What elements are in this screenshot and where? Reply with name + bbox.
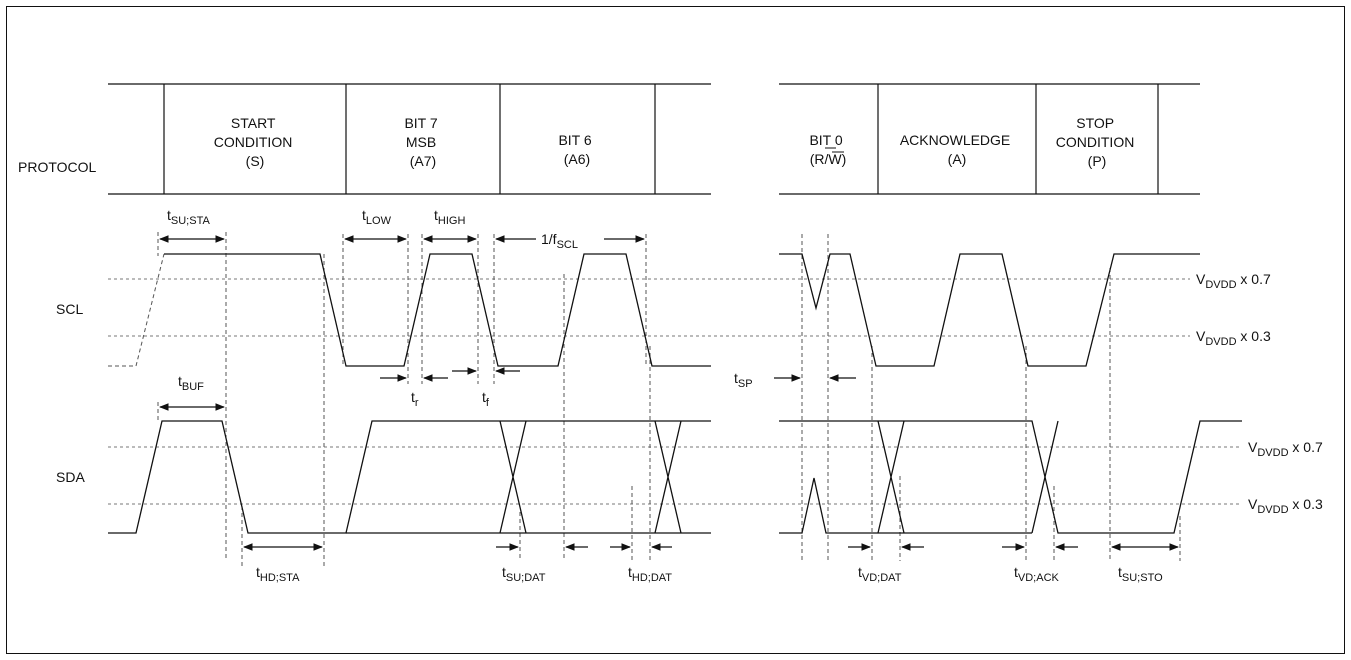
scl-vhigh-label: VDVDD x 0.7 [1196, 271, 1271, 291]
box-bit0: BIT 0 (R/W) [809, 132, 846, 167]
t-vd-ack-label: tVD;ACK [1014, 564, 1060, 584]
sda-waveform-right [779, 420, 1242, 534]
sda-ack-transition [877, 420, 1059, 534]
box-bit7-msb: BIT 7 MSB (A7) [404, 115, 441, 169]
sda-right-low-line [779, 477, 1032, 534]
t-f-label: tf [482, 389, 490, 409]
scl-waveform-right [779, 253, 1200, 367]
scl-start-dashed-edge [108, 253, 165, 367]
vertical-guides [157, 232, 1181, 566]
sda-vhigh-label: VDVDD x 0.7 [1248, 439, 1323, 459]
diagram-border [6, 6, 1345, 654]
box-bit6: BIT 6 (A6) [558, 132, 595, 167]
scl-waveform-left [164, 253, 711, 367]
protocol-left-group [108, 83, 711, 195]
t-sp-label: tSP [734, 370, 753, 390]
t-su-sto-label: tSU;STO [1118, 564, 1163, 584]
box-acknowledge: ACKNOWLEDGE (A) [900, 132, 1014, 167]
f-scl-label: 1/fSCL [541, 231, 578, 251]
sda-label: SDA [56, 469, 85, 485]
t-low-label: tLOW [362, 207, 392, 227]
t-su-dat-label: tSU;DAT [502, 564, 546, 584]
protocol-right-group [779, 83, 1200, 195]
box-stop-condition: STOP CONDITION (P) [1056, 115, 1138, 169]
t-r-label: tr [411, 389, 419, 409]
t-hd-dat-label: tHD;DAT [628, 564, 672, 584]
scl-label: SCL [56, 301, 83, 317]
t-su-sta-label: tSU;STA [167, 207, 210, 227]
scl-vlow-label: VDVDD x 0.3 [1196, 328, 1271, 348]
sda-data-transition-1 [346, 420, 711, 534]
t-hd-sta-label: tHD;STA [256, 564, 300, 584]
threshold-reference-lines [108, 278, 1242, 505]
t-buf-label: tBUF [178, 373, 204, 393]
t-vd-dat-label: tVD;DAT [858, 564, 902, 584]
sda-waveform-left [108, 420, 711, 534]
sda-data-transition-2 [654, 420, 682, 534]
protocol-row-label: PROTOCOL [18, 159, 97, 175]
t-high-label: tHIGH [434, 207, 465, 227]
i2c-timing-diagram: PROTOCOL START CONDITION (S) BIT 7 MSB (… [6, 6, 1345, 654]
box-start-condition: START CONDITION (S) [214, 115, 296, 169]
sda-vlow-label: VDVDD x 0.3 [1248, 496, 1323, 516]
